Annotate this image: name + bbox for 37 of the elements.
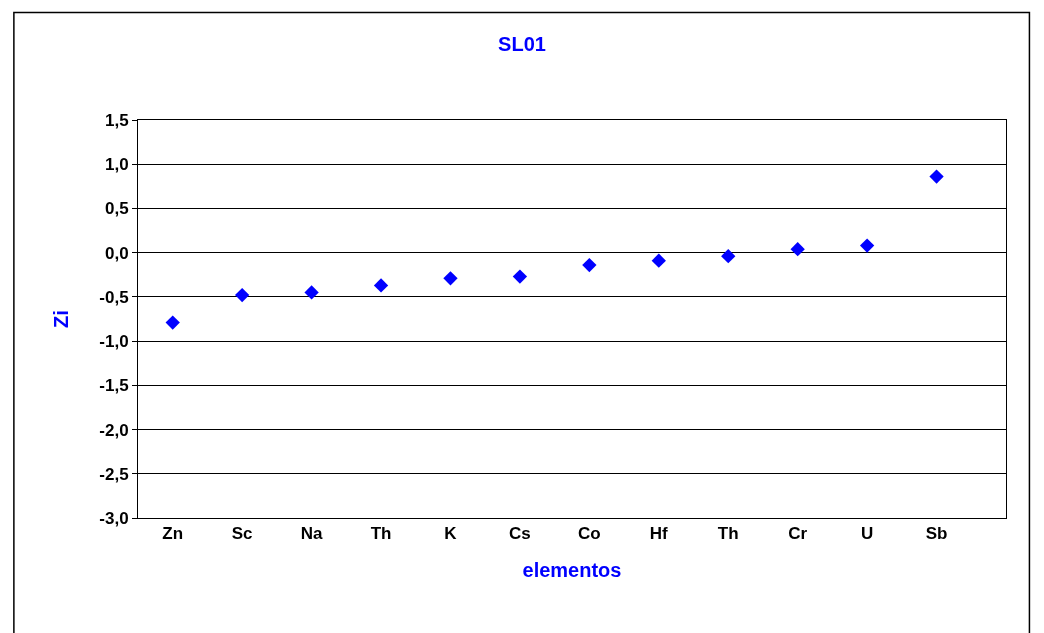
x-tick-label: U [860, 524, 874, 544]
point [512, 269, 528, 284]
point [582, 257, 597, 273]
point [304, 285, 319, 300]
x-tick-label: Co [578, 524, 601, 544]
x-axis-title: elementos [522, 558, 622, 581]
x-tick-label: Zn [162, 524, 184, 544]
y-tick-label: 0,5 [104, 199, 129, 219]
point [790, 241, 805, 257]
point [443, 271, 458, 286]
y-tick-label: 1,0 [104, 155, 129, 175]
x-tick-label: Th [717, 524, 739, 544]
point [859, 238, 875, 253]
y-tick-label: 1,5 [104, 110, 129, 130]
point [235, 287, 250, 303]
x-tick-label: Hf [649, 524, 669, 544]
point [165, 315, 180, 330]
y-tick-label: -3,0 [99, 508, 129, 528]
y-axis-title: Zi [49, 310, 72, 328]
x-tick-label: Cr [788, 524, 808, 544]
y-tick-label: 0,0 [104, 243, 129, 263]
point [929, 169, 944, 184]
x-tick-label: K [444, 524, 458, 544]
x-tick-label: Cs [509, 524, 531, 544]
x-tick-label: Th [370, 524, 392, 544]
point [651, 253, 666, 268]
y-tick-label: -1,0 [99, 332, 129, 352]
y-tick-label: -1,5 [99, 376, 129, 396]
x-tick-label: Na [300, 524, 324, 544]
point [721, 249, 736, 264]
y-tick-label: -2,5 [99, 464, 129, 484]
x-tick-label: Sb [925, 524, 948, 544]
x-tick-label: Sc [231, 524, 253, 544]
y-tick-label: -2,0 [99, 420, 129, 440]
point [373, 278, 389, 293]
chart-title: SL01 [498, 33, 546, 56]
y-tick-label: -0,5 [99, 287, 129, 307]
